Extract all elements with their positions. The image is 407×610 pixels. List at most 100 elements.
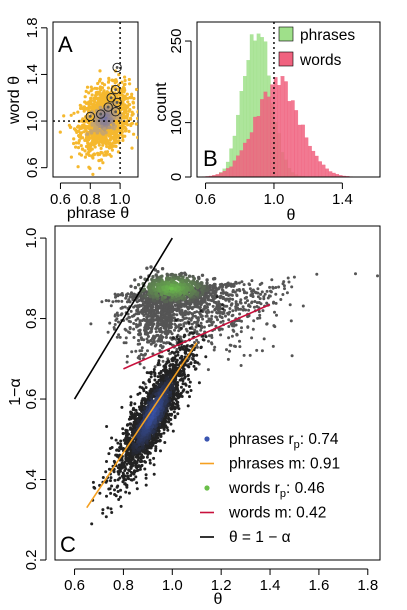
data-point-words-dense	[169, 279, 173, 284]
data-point-words	[120, 299, 124, 303]
data-point-words	[220, 284, 224, 288]
data-point	[116, 129, 120, 133]
highlighted-point-ring	[112, 62, 122, 73]
data-point-words	[227, 336, 231, 340]
data-point-words-dense	[165, 272, 169, 276]
data-point-words	[154, 343, 158, 347]
data-point	[122, 116, 126, 120]
data-point-phrases	[159, 449, 162, 453]
data-point-words	[155, 311, 159, 315]
data-point-words	[137, 339, 141, 342]
data-point	[92, 135, 96, 139]
data-point-words	[285, 291, 289, 295]
data-point-words	[129, 309, 133, 313]
data-point-phrases	[115, 453, 119, 457]
data-point-words-dense	[176, 300, 181, 304]
data-point-words-dense	[152, 286, 156, 290]
data-point-words	[203, 304, 207, 308]
histogram-bar-words	[328, 171, 333, 177]
data-point-dense	[95, 122, 100, 126]
data-point	[93, 145, 97, 149]
data-point-words	[123, 305, 127, 309]
data-point-words	[163, 313, 167, 317]
data-point	[126, 96, 130, 100]
data-point-phrases	[109, 507, 113, 511]
data-point-words	[269, 289, 272, 293]
data-point-words	[248, 305, 252, 308]
data-point-words	[234, 281, 238, 284]
data-point-words-dense	[145, 266, 149, 270]
data-point-words	[244, 301, 247, 305]
y-tick-label: 1.8	[24, 17, 41, 38]
data-point-words	[149, 313, 153, 317]
data-point-words-dense	[192, 281, 196, 286]
data-point-phrases	[166, 428, 170, 432]
data-point-words	[141, 302, 145, 306]
data-point-words	[213, 345, 217, 349]
data-point-words	[124, 328, 128, 332]
histogram-bar-words	[266, 96, 271, 177]
data-point-words	[252, 305, 256, 309]
data-point-phrases	[172, 410, 176, 414]
data-point	[95, 138, 99, 142]
data-point-phrases	[134, 475, 138, 479]
data-point-phrases	[135, 469, 139, 473]
data-point-words-dense	[160, 281, 165, 286]
data-point	[106, 86, 110, 90]
highlighted-point	[115, 101, 119, 104]
data-point-words-dense	[163, 281, 167, 286]
histogram-bar-words	[280, 76, 285, 177]
data-point-phrases	[179, 326, 183, 330]
data-point-dense	[107, 125, 112, 130]
data-point-words	[272, 324, 276, 328]
data-point-words	[242, 353, 246, 357]
data-point-phrases	[113, 493, 117, 496]
histogram-bar-words	[249, 132, 254, 177]
data-point-words	[138, 362, 142, 366]
data-point-words	[175, 313, 179, 317]
data-point-words	[253, 300, 257, 303]
data-point-words-dense	[151, 294, 155, 299]
data-point-words	[206, 368, 210, 372]
data-point-phrases	[118, 453, 122, 457]
data-point-words	[229, 322, 233, 326]
data-point-words	[238, 300, 242, 304]
data-point-words-dense	[185, 286, 190, 290]
data-point-words	[251, 295, 255, 298]
data-point-words-dense	[195, 279, 199, 284]
data-point-phrases	[196, 361, 200, 365]
data-point	[103, 141, 108, 145]
data-point	[123, 78, 127, 83]
histogram-bar-words	[318, 161, 322, 177]
data-point-words	[117, 299, 120, 303]
data-point-words	[194, 325, 198, 329]
data-point-phrases	[141, 381, 145, 385]
data-point	[77, 139, 81, 143]
data-point-words-dense	[206, 297, 211, 302]
data-point-phrases	[148, 461, 152, 465]
data-point-words	[234, 323, 238, 327]
data-point-words-dense	[158, 288, 162, 293]
x-tick-label: 1.0	[110, 191, 131, 208]
data-point-phrases	[144, 483, 148, 487]
data-point	[90, 107, 94, 111]
data-point	[98, 79, 102, 83]
data-point	[105, 144, 109, 149]
data-point	[136, 116, 138, 120]
data-point-words-dense	[186, 282, 191, 286]
data-point-words	[156, 321, 159, 325]
data-point-words	[220, 315, 223, 319]
data-point-words-dense	[149, 265, 153, 269]
data-point-phrases	[133, 470, 137, 474]
data-point	[116, 150, 120, 154]
data-point-words	[258, 313, 262, 317]
data-point	[123, 126, 127, 130]
data-point	[101, 161, 105, 165]
data-point-words-dense	[187, 274, 192, 278]
data-point-dense	[98, 105, 103, 110]
data-point-dense	[92, 128, 97, 133]
data-point-words-dense	[169, 301, 173, 305]
data-point-words	[201, 317, 205, 321]
data-point-words-dense	[205, 281, 209, 285]
